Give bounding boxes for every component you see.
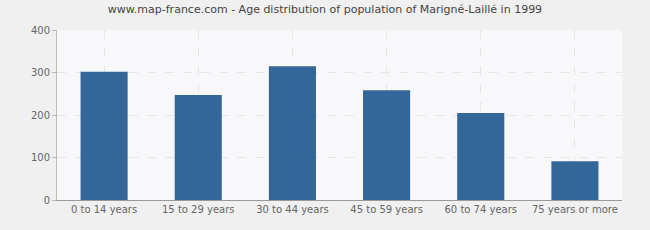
svg-text:www.map-france.com - Age distr: www.map-france.com - Age distribution of…: [108, 3, 542, 16]
svg-text:60 to 74 years: 60 to 74 years: [444, 204, 517, 215]
svg-text:0 to 14 years: 0 to 14 years: [71, 204, 137, 215]
svg-text:75 years or more: 75 years or more: [532, 204, 618, 215]
svg-text:0: 0: [44, 195, 50, 206]
svg-text:300: 300: [31, 67, 50, 78]
svg-text:200: 200: [31, 110, 50, 121]
svg-text:45 to 59 years: 45 to 59 years: [350, 204, 423, 215]
svg-text:100: 100: [31, 152, 50, 163]
svg-text:15 to 29 years: 15 to 29 years: [162, 204, 235, 215]
svg-text:30 to 44 years: 30 to 44 years: [256, 204, 329, 215]
svg-text:400: 400: [31, 25, 50, 36]
